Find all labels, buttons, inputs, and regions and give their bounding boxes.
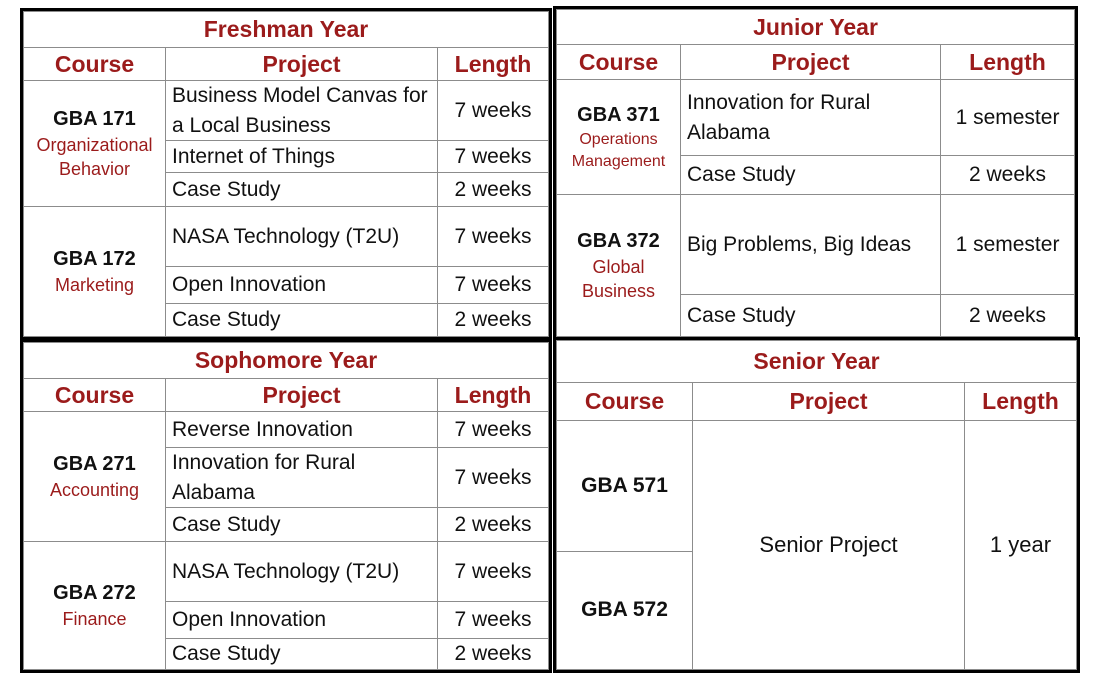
course-name: Business: [581, 281, 656, 301]
project-cell: Open Innovation: [165, 266, 438, 304]
course-code: GBA 572: [581, 598, 668, 622]
freshman-year-panel: Freshman Year Course Project Length GBA …: [20, 8, 552, 340]
course-cell: GBA 172 Marketing: [23, 206, 166, 337]
project-header: Project: [165, 378, 438, 412]
project-header: Project: [165, 47, 438, 81]
course-code: GBA 371: [577, 103, 660, 126]
course-code: GBA 571: [581, 473, 668, 497]
project-header: Project: [692, 382, 965, 421]
length-cell: 7 weeks: [437, 266, 549, 304]
course-code: GBA 372: [577, 229, 660, 252]
length-header: Length: [964, 382, 1077, 421]
project-cell: Case Study: [165, 638, 438, 670]
project-cell: Innovation for Rural Alabama: [680, 79, 941, 156]
course-code: GBA 272: [53, 581, 136, 604]
junior-table: Junior Year Course Project Length GBA 37…: [556, 9, 1075, 337]
length-cell: 2 weeks: [437, 172, 549, 207]
project-cell: Senior Project: [692, 420, 965, 670]
course-cell: GBA 372 Global Business: [556, 194, 681, 337]
length-cell: 7 weeks: [437, 541, 549, 602]
length-cell: 7 weeks: [437, 206, 549, 267]
course-name: Marketing: [54, 274, 135, 295]
course-name: Finance: [62, 608, 127, 629]
project-cell: Case Study: [165, 172, 438, 207]
project-cell: Reverse Innovation: [165, 411, 438, 448]
junior-year-panel: Junior Year Course Project Length GBA 37…: [553, 6, 1078, 340]
project-cell: Innovation for Rural Alabama: [165, 447, 438, 508]
junior-title: Junior Year: [556, 9, 1075, 45]
course-cell: GBA 572: [556, 551, 693, 670]
course-code: GBA 171: [53, 107, 136, 130]
project-cell: NASA Technology (T2U): [165, 206, 438, 267]
course-name: Management: [571, 152, 666, 170]
course-cell: GBA 272 Finance: [23, 541, 166, 670]
course-cell: GBA 371 Operations Management: [556, 79, 681, 195]
length-cell: 7 weeks: [437, 601, 549, 639]
length-cell: 1 year: [964, 420, 1077, 670]
length-cell: 7 weeks: [437, 80, 549, 141]
course-code: GBA 172: [53, 247, 136, 270]
length-header: Length: [940, 44, 1075, 80]
project-cell: Open Innovation: [165, 601, 438, 639]
course-header: Course: [23, 47, 166, 81]
length-cell: 7 weeks: [437, 411, 549, 448]
length-cell: 2 weeks: [437, 303, 549, 337]
project-cell: Internet of Things: [165, 140, 438, 173]
length-cell: 7 weeks: [437, 447, 549, 508]
senior-year-panel: Senior Year Course Project Length GBA 57…: [553, 337, 1080, 673]
project-cell: Business Model Canvas for a Local Busine…: [165, 80, 438, 141]
length-cell: 2 weeks: [437, 638, 549, 670]
length-cell: 1 semester: [940, 194, 1075, 295]
senior-table: Senior Year Course Project Length GBA 57…: [556, 340, 1077, 670]
length-header: Length: [437, 378, 549, 412]
project-cell: NASA Technology (T2U): [165, 541, 438, 602]
freshman-title: Freshman Year: [23, 11, 549, 48]
course-header: Course: [556, 44, 681, 80]
course-cell: GBA 171 Organizational Behavior: [23, 80, 166, 207]
project-cell: Case Study: [680, 294, 941, 337]
course-cell: GBA 571: [556, 420, 693, 552]
course-name: Operations: [579, 130, 658, 148]
course-name: Organizational: [36, 134, 153, 155]
project-cell: Case Study: [680, 155, 941, 195]
sophomore-title: Sophomore Year: [23, 342, 549, 379]
course-name: Behavior: [58, 159, 131, 179]
project-cell: Big Problems, Big Ideas: [680, 194, 941, 295]
course-code: GBA 271: [53, 452, 136, 475]
course-header: Course: [556, 382, 693, 421]
length-header: Length: [437, 47, 549, 81]
course-name: Global: [592, 256, 645, 277]
length-cell: 2 weeks: [940, 294, 1075, 337]
freshman-table: Freshman Year Course Project Length GBA …: [23, 11, 549, 337]
project-cell: Case Study: [165, 303, 438, 337]
course-name: Accounting: [49, 479, 140, 500]
project-cell: Case Study: [165, 507, 438, 542]
length-cell: 7 weeks: [437, 140, 549, 173]
course-cell: GBA 271 Accounting: [23, 411, 166, 542]
project-header: Project: [680, 44, 941, 80]
length-cell: 2 weeks: [437, 507, 549, 542]
course-header: Course: [23, 378, 166, 412]
length-cell: 1 semester: [940, 79, 1075, 156]
sophomore-year-panel: Sophomore Year Course Project Length GBA…: [20, 339, 552, 673]
senior-title: Senior Year: [556, 340, 1077, 383]
sophomore-table: Sophomore Year Course Project Length GBA…: [23, 342, 549, 670]
length-cell: 2 weeks: [940, 155, 1075, 195]
